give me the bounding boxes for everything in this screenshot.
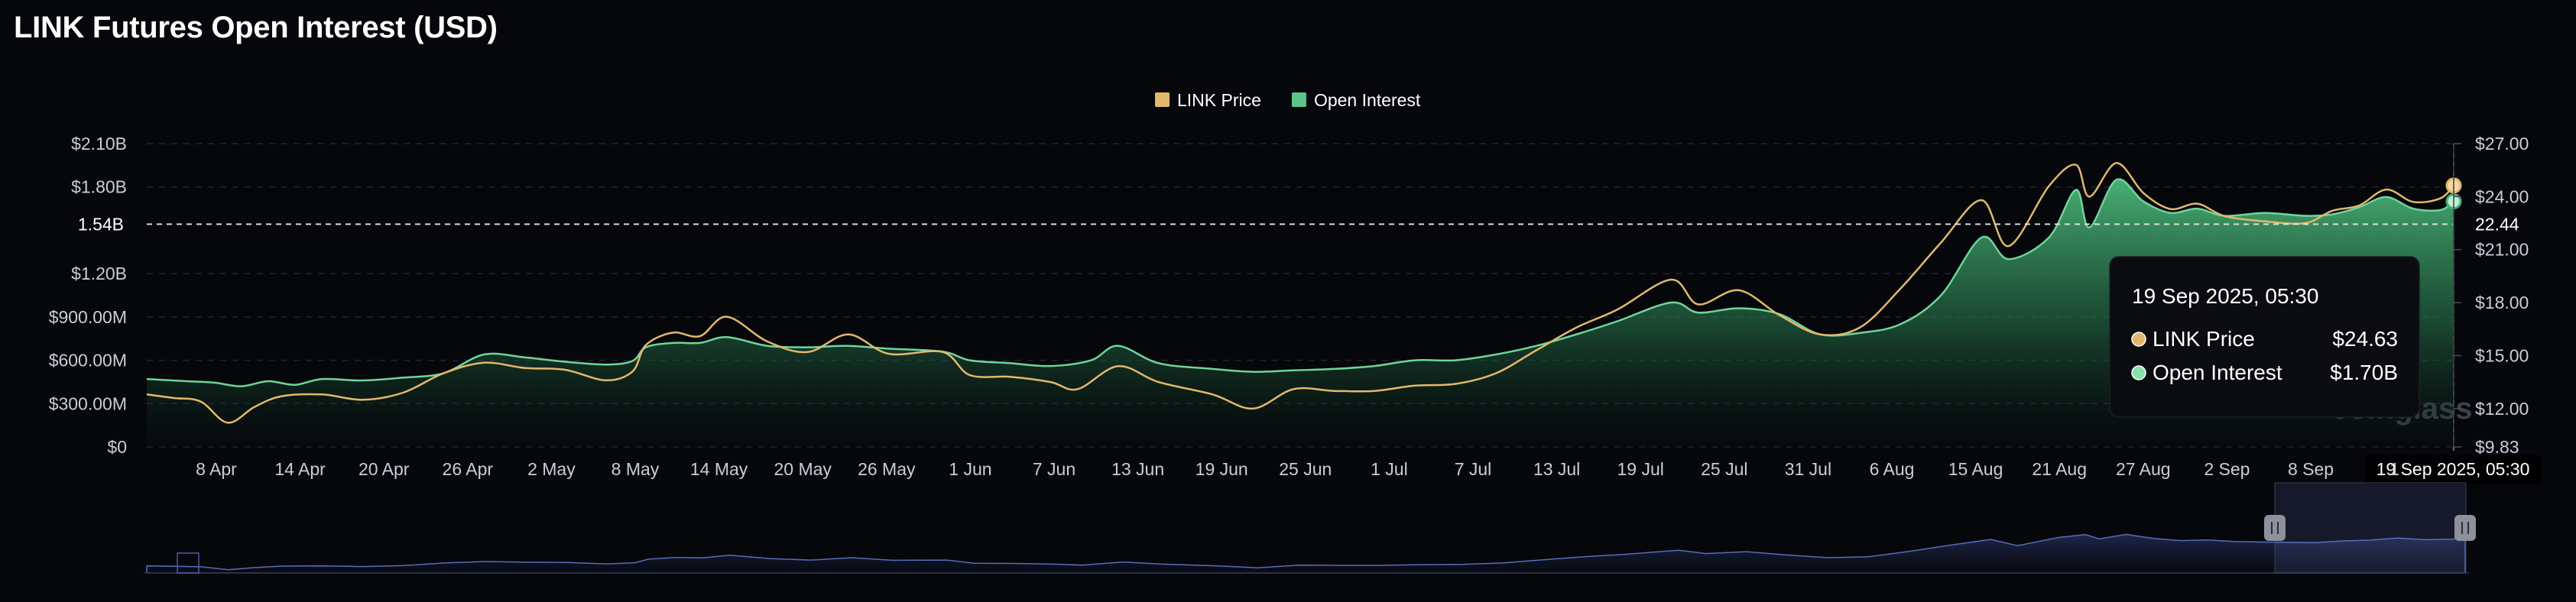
x-tick-label: 1 [2389, 459, 2399, 479]
x-tick-label: 8 Sep [2288, 459, 2334, 479]
navigator-right-handle[interactable] [2454, 515, 2476, 541]
navigator-selection[interactable] [2274, 482, 2467, 574]
x-tick-label: 6 Aug [1870, 459, 1915, 479]
x-tick-label: 14 Apr [274, 459, 326, 479]
x-tick-label: 27 Aug [2116, 459, 2171, 479]
x-tick-label: 26 May [858, 459, 916, 479]
x-tick-label: 25 Jul [1701, 459, 1747, 479]
legend-swatch-oi [1291, 92, 1306, 107]
x-tick-label: 13 Jun [1111, 459, 1164, 479]
navigator-scroll-marker [177, 552, 200, 574]
crosshair-x-label: 19 Sep 2025, 05:30 [2376, 459, 2530, 479]
x-tick-label: 15 Aug [1948, 459, 2003, 479]
open-interest-line [146, 178, 2454, 387]
y-right-tick-label: $24.00 [2475, 186, 2529, 206]
x-tick-label: 1 Jul [1371, 459, 1408, 479]
x-tick-label: 7 Jul [1455, 459, 1492, 479]
x-tick-label: 8 Apr [196, 459, 237, 479]
navigator-series [146, 533, 2466, 574]
tooltip-series-value: $24.63 [2332, 327, 2398, 351]
navigator-left-handle[interactable] [2264, 515, 2286, 541]
y-right-tick-label: $15.00 [2475, 345, 2529, 365]
crosshair-left-label-bg [0, 211, 138, 238]
y-left-tick-label: $900.00M [49, 307, 127, 327]
x-tick-label: 7 Jun [1033, 459, 1075, 479]
tooltip-series-value: $1.70B [2330, 361, 2398, 384]
x-tick-label: 20 Apr [358, 459, 410, 479]
x-tick-label: 14 May [690, 459, 748, 479]
tooltip-series-name: Open Interest [2153, 361, 2282, 384]
crosshair-right-label: 22.44 [2475, 214, 2519, 234]
x-tick-label: 21 Aug [2032, 459, 2087, 479]
y-right-tick-label: $18.00 [2475, 293, 2529, 312]
x-tick-label: 13 Jul [1533, 459, 1580, 479]
x-tick-label: 8 May [612, 459, 660, 479]
x-tick-label: 20 May [774, 459, 832, 479]
crosshair-x-label-bg [2365, 455, 2541, 484]
x-tick-label: 2 Sep [2204, 459, 2250, 479]
tooltip-series-name: LINK Price [2153, 327, 2255, 351]
x-tick-label: 25 Jun [1279, 459, 1332, 479]
crosshair-left-label: 1.54B [78, 214, 124, 234]
tooltip-title: 19 Sep 2025, 05:30 [2132, 284, 2318, 308]
x-tick-label: 19 Jun [1196, 459, 1248, 479]
x-tick-label: 2 May [527, 459, 576, 479]
crosshair-right-label-bg [2458, 211, 2529, 238]
y-right-tick-label: $9.83 [2475, 437, 2519, 457]
x-tick-label: 1 Jun [949, 459, 991, 479]
y-left-tick-label: $600.00M [49, 351, 127, 371]
tooltip-marker [2131, 332, 2146, 347]
tooltip-marker [2131, 365, 2146, 380]
legend-label-price: LINK Price [1177, 90, 1261, 110]
legend-label-oi: Open Interest [1314, 90, 1421, 110]
link-price-line [146, 162, 2454, 424]
y-left-tick-label: $0 [107, 437, 127, 457]
y-right-tick-label: $12.00 [2475, 399, 2529, 419]
y-left-tick-label: $1.80B [71, 177, 127, 197]
x-tick-label: 31 Jul [1785, 459, 1831, 479]
tooltip-box [2109, 256, 2420, 418]
tooltip: 19 Sep 2025, 05:30 LINK Price $24.63 Open I… [2109, 256, 2420, 418]
range-navigator [144, 482, 2476, 574]
y-left-tick-label: $1.20B [71, 264, 127, 283]
legend-swatch-price [1155, 92, 1170, 107]
x-tick-label: 26 Apr [443, 459, 494, 479]
y-right-tick-label: $27.00 [2475, 134, 2529, 154]
y-right-tick-label: $21.00 [2475, 240, 2529, 260]
chart-title: LINK Futures Open Interest (USD) [14, 11, 498, 44]
open-interest-area [147, 179, 2454, 447]
y-left-tick-label: $300.00M [49, 393, 127, 413]
x-tick-label: 19 Jul [1617, 459, 1664, 479]
y-left-tick-label: $2.10B [71, 134, 127, 154]
